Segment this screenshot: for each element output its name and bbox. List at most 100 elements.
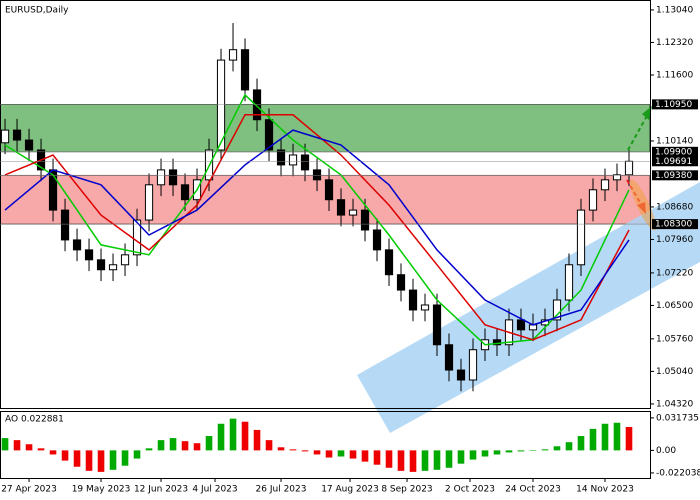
candle-body [228,49,238,61]
oscillator-bar [157,440,165,451]
oscillator-bar [325,450,333,458]
projection-marker [629,179,657,231]
x-tick-label: 8 Sep 2023 [381,485,432,495]
y-tick-label: 1.04320 [656,399,693,409]
candle-body [360,209,370,231]
oscillator-bar [517,450,525,452]
oscillator-bar [565,442,573,451]
y-tick-label: -0.022038 [656,468,700,478]
moving-average [4,93,630,346]
oscillator-bar [193,443,201,451]
plot [0,23,634,392]
candle-body [240,49,250,91]
oscillator-bar [85,450,93,471]
candle-body [624,160,634,176]
candle-body [444,344,454,371]
x-tick-label: 12 Jun 2023 [134,485,188,495]
main-frame [0,0,651,409]
oscillator-bar [541,449,549,451]
oscillator-bar [445,450,453,468]
candle-body [156,169,166,186]
candle-body [168,169,178,186]
level-box [652,156,698,167]
candle-body [516,319,526,331]
candle-body [492,339,502,346]
oscillator-bar [457,450,465,464]
oscillator-bar [1,438,9,451]
candle-body [324,179,334,201]
candle-body [120,254,130,266]
candle-body [348,209,358,216]
oscillator-bar [169,438,177,451]
candle-body [252,89,262,121]
level-label: 1.09691 [655,157,692,167]
moving-average [4,129,630,326]
level-label: 1.09380 [655,171,692,181]
oscillator-bar [625,426,633,451]
oscillator-bar [505,450,513,453]
candle-body [180,184,190,201]
x-tick-label: 27 Apr 2023 [1,485,57,495]
candle-body [264,119,274,151]
oscillator-bar [397,450,405,471]
y-tick-label: 0.00 [656,446,676,456]
oscillator-bar [181,441,189,451]
level-label: 1.10950 [655,100,692,110]
level-label: 1.09900 [655,147,692,157]
oscillator-bar [469,450,477,460]
oscillator-bar [217,423,225,451]
oscillator-bar [49,450,57,455]
oscillator-bar [205,436,213,451]
y-tick-label: 1.06500 [656,301,693,311]
oscillator-frame [0,411,651,479]
oscillator-bar [73,450,81,467]
x-tick-label: 24 Oct 2023 [505,485,561,495]
oscillator-bar [61,450,69,461]
level-label: 1.08300 [655,220,692,230]
oscillator-bar [481,450,489,457]
y-tick-label: 1.08680 [656,202,693,212]
oscillator-bar [289,449,297,451]
level-box [652,219,698,230]
candle-body [588,189,598,211]
bull-arrow-head [642,106,652,120]
candle-body [12,129,22,141]
candle-body [216,59,226,151]
x-tick-label: 2 Oct 2023 [445,485,495,495]
oscillator-bar [37,448,45,451]
moving-average [4,114,630,341]
candle-body [576,209,586,266]
x-tick-label: 4 Jul 2023 [192,485,237,495]
oscillator-bar [301,450,309,452]
candle-body [108,264,118,271]
oscillator-bar [493,450,501,455]
x-tick-label: 19 May 2023 [72,485,131,495]
level-box [652,146,698,157]
price-channel [357,182,700,433]
oscillator-bar [373,450,381,465]
level-box [652,99,698,110]
oscillator-bar [145,448,153,451]
oscillator-bar [601,423,609,451]
oscillator-bar [409,450,417,472]
y-tick-label: 1.07960 [656,235,693,245]
oscillator-bar [313,450,321,455]
oscillator-bar [553,446,561,451]
candle-body [312,169,322,181]
y-tick-label: 1.05760 [656,334,693,344]
y-tick-label: 1.05040 [656,367,693,377]
candle-body [72,239,82,251]
oscillator-bar [361,450,369,462]
candle-body [612,174,622,181]
oscillator-bar [433,450,441,470]
oscillator-bar [109,450,117,470]
level-box [652,170,698,181]
candle-body [132,219,142,256]
oscillator-label: AO 0.022881 [5,415,64,425]
y-tick-label: 1.11600 [656,71,693,81]
candle-body [468,349,478,381]
oscillator-bar [265,440,273,451]
y-tick-label: 1.13040 [656,5,693,15]
